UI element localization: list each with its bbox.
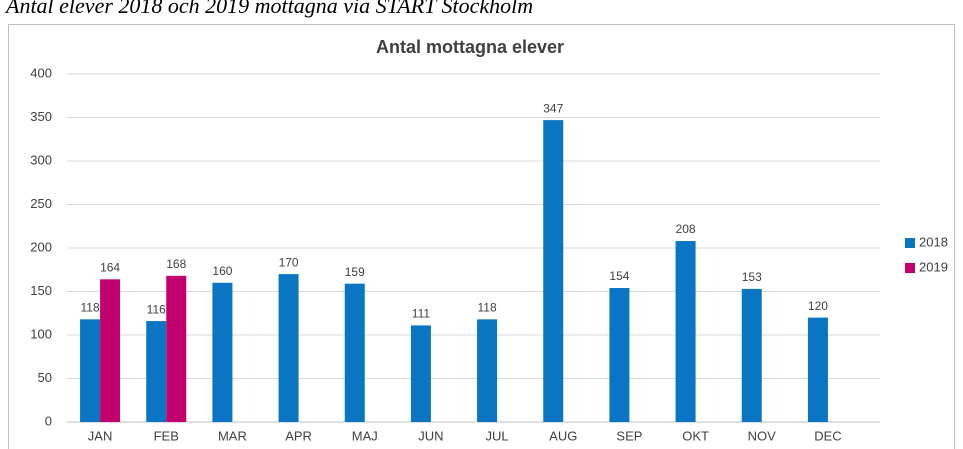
y-tick-label: 300 xyxy=(30,152,52,167)
x-tick-label: AUG xyxy=(549,428,577,443)
x-tick-label: FEB xyxy=(154,428,179,443)
y-tick-label: 100 xyxy=(30,326,52,341)
y-tick-label: 50 xyxy=(38,370,52,385)
y-tick-label: 150 xyxy=(30,283,52,298)
chart-frame xyxy=(8,24,955,449)
bar xyxy=(543,120,564,423)
bar xyxy=(477,319,498,422)
bar xyxy=(410,325,431,422)
y-tick-label: 0 xyxy=(45,413,52,428)
caption: Antal elever 2018 och 2019 mottagna via … xyxy=(4,0,533,18)
x-tick-label: MAR xyxy=(218,428,247,443)
legend-label: 2018 xyxy=(919,234,948,249)
x-tick-label: JAN xyxy=(88,428,113,443)
bar xyxy=(278,274,299,422)
bar xyxy=(146,321,167,422)
bar xyxy=(80,319,101,422)
bar xyxy=(675,241,696,422)
data-label: 160 xyxy=(212,264,232,278)
data-label: 164 xyxy=(100,260,120,274)
bar xyxy=(166,275,187,422)
chart-title: Antal mottagna elever xyxy=(376,37,564,57)
data-label: 116 xyxy=(147,302,166,316)
data-label: 111 xyxy=(412,307,431,321)
data-label: 120 xyxy=(808,299,828,313)
data-label: 153 xyxy=(742,270,762,284)
y-tick-label: 350 xyxy=(30,109,52,124)
x-tick-label: MAJ xyxy=(352,428,378,443)
data-label: 347 xyxy=(543,101,563,115)
data-label: 154 xyxy=(609,269,629,283)
x-tick-label: OKT xyxy=(682,428,709,443)
x-tick-label: APR xyxy=(285,428,312,443)
y-tick-label: 400 xyxy=(30,65,52,80)
bar xyxy=(741,288,762,422)
x-tick-label: SEP xyxy=(616,428,642,443)
data-label: 159 xyxy=(345,265,365,279)
legend-swatch xyxy=(905,238,915,248)
x-tick-label: NOV xyxy=(748,428,777,443)
x-tick-label: JUL xyxy=(486,428,509,443)
data-label: 118 xyxy=(81,301,100,315)
data-label: 170 xyxy=(279,255,299,269)
y-tick-label: 200 xyxy=(30,239,52,254)
bar xyxy=(344,283,365,422)
bar xyxy=(100,279,121,422)
bar xyxy=(609,288,630,422)
y-tick-label: 250 xyxy=(30,196,52,211)
bar xyxy=(212,282,233,422)
x-tick-label: DEC xyxy=(814,428,841,443)
data-label: 208 xyxy=(676,222,696,236)
bar xyxy=(807,317,828,422)
legend-swatch xyxy=(905,263,915,273)
data-label: 118 xyxy=(478,301,497,315)
x-tick-label: JUN xyxy=(418,428,443,443)
legend-label: 2019 xyxy=(919,259,948,274)
data-label: 168 xyxy=(166,257,186,271)
